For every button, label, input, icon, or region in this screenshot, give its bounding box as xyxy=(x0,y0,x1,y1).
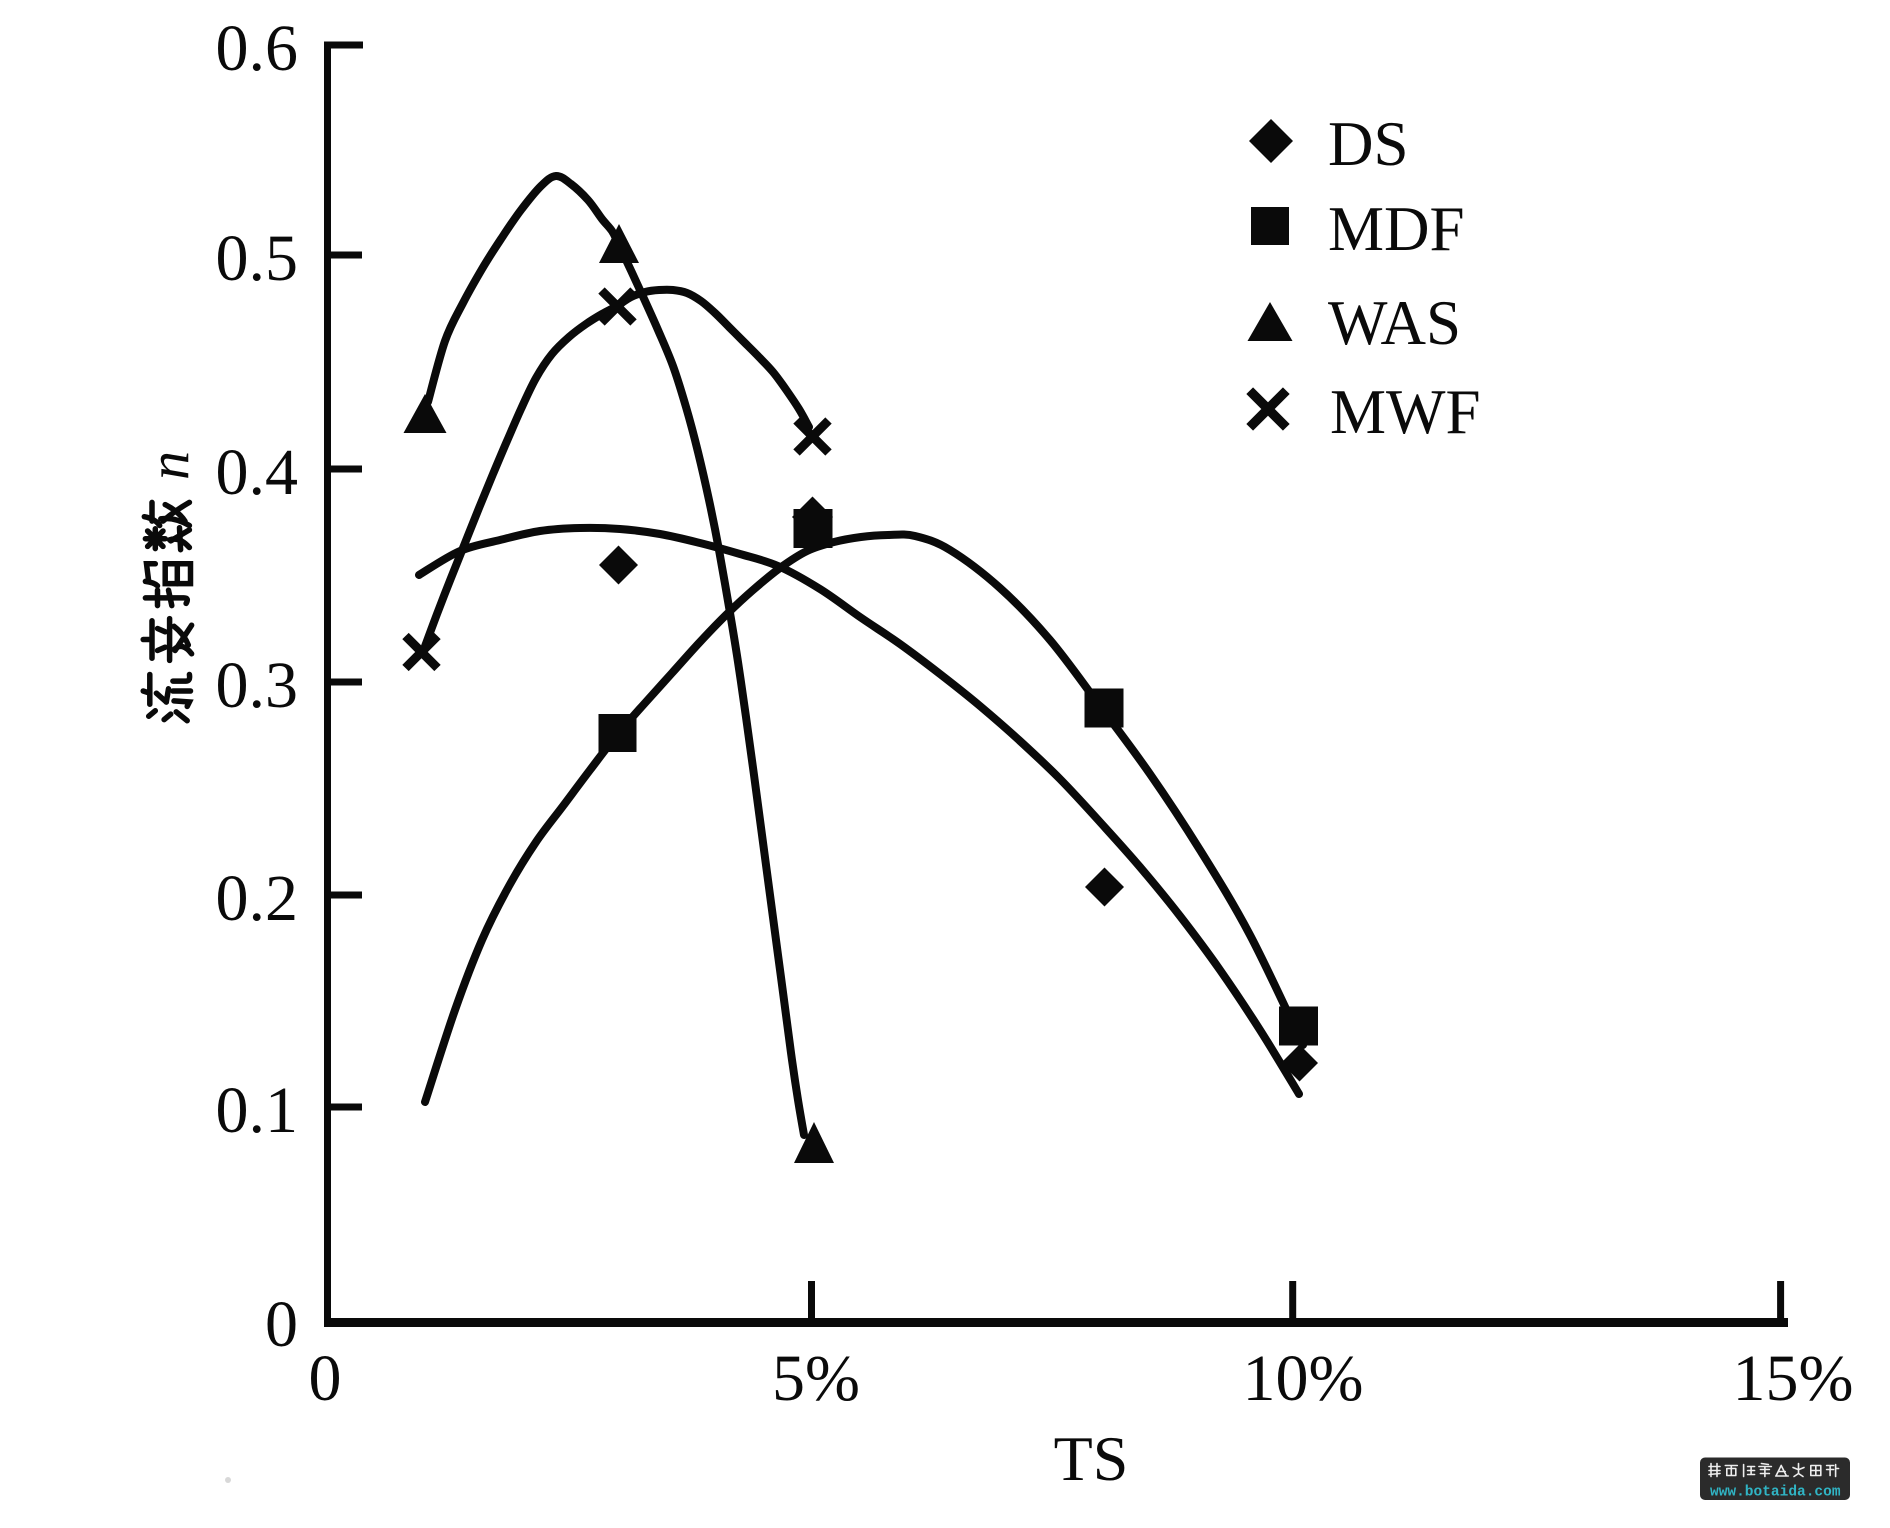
svg-text:n: n xyxy=(136,451,201,480)
svg-text:15%: 15% xyxy=(1733,1342,1854,1415)
svg-text:10%: 10% xyxy=(1243,1342,1364,1415)
svg-text:5%: 5% xyxy=(772,1342,860,1415)
svg-text:DS: DS xyxy=(1328,109,1409,179)
svg-text:www.botaida.com: www.botaida.com xyxy=(1710,1485,1841,1501)
svg-text:TS: TS xyxy=(1054,1423,1129,1494)
svg-text:0.4: 0.4 xyxy=(216,436,299,509)
svg-text:0: 0 xyxy=(309,1342,342,1415)
svg-text:0.3: 0.3 xyxy=(216,649,299,722)
svg-text:WAS: WAS xyxy=(1328,288,1461,358)
svg-text:MDF: MDF xyxy=(1328,194,1465,264)
svg-text:0.5: 0.5 xyxy=(216,222,299,295)
svg-text:0: 0 xyxy=(265,1288,298,1361)
svg-text:MWF: MWF xyxy=(1330,377,1481,447)
svg-text:0.1: 0.1 xyxy=(216,1074,299,1147)
svg-text:0.2: 0.2 xyxy=(216,862,299,935)
svg-text:0.6: 0.6 xyxy=(216,12,299,85)
